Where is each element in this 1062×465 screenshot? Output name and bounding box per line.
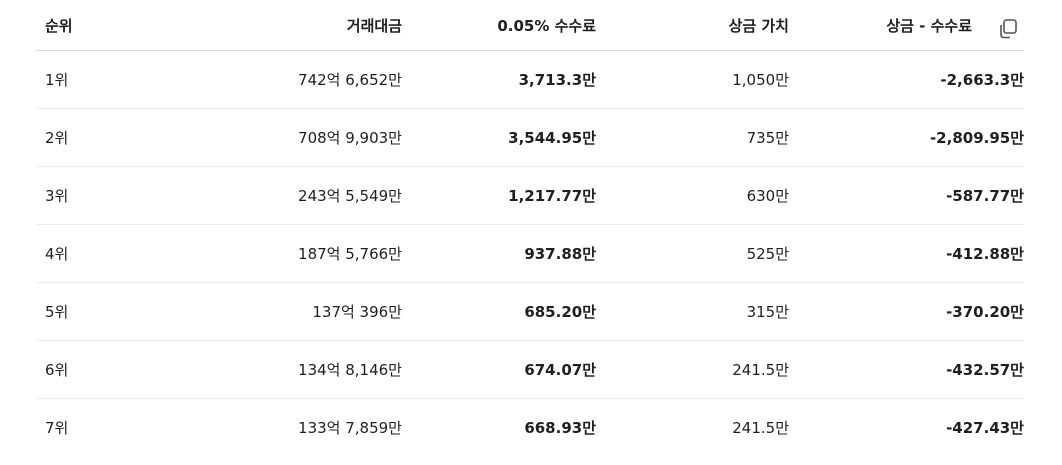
column-header: 상금 가치 <box>596 0 789 51</box>
table-cell: 2위 <box>36 108 116 167</box>
table-cell: 674.07만 <box>402 340 596 399</box>
table-cell: 5위 <box>36 282 116 341</box>
table-cell: 3,713.3만 <box>402 50 596 109</box>
table-cell: -2,663.3만 <box>789 50 1024 109</box>
column-header: 거래대금 <box>116 0 402 51</box>
table-row: 2위 708억 9,903만 3,544.95만 735만 -2,809.95만 <box>36 108 1024 167</box>
table-cell: 1,217.77만 <box>402 166 596 225</box>
table-cell: -432.57만 <box>789 340 1024 399</box>
table-cell: 241.5만 <box>732 419 789 437</box>
table-cell: 6위 <box>36 340 116 399</box>
header-row: 순위 거래대금 0.05% 수수료 상금 가치 상금 - 수수료 <box>36 0 1024 51</box>
table-cell: 187억 5,766만 <box>116 224 402 283</box>
table-container: 순위 거래대금 0.05% 수수료 상금 가치 상금 - 수수료 1위 742억 6,65… <box>36 0 1024 456</box>
table-cell: 630만 <box>596 166 789 225</box>
table-row: 4위 187억 5,766만 937.88만 525만 -412.88만 <box>36 224 1024 283</box>
table-row: 1위 742억 6,652만 3,713.3만 1,050만 -2,663.3만 <box>36 50 1024 109</box>
column-header: 상금 - 수수료 <box>789 0 1024 51</box>
table: 순위 거래대금 0.05% 수수료 상금 가치 상금 - 수수료 1위 742억 6,65… <box>36 0 1024 456</box>
table-cell: 133억 7,859만 <box>298 419 402 437</box>
column-header: 0.05% 수수료 <box>402 0 596 51</box>
table-cell: -2,809.95만 <box>789 108 1024 167</box>
table-cell: 134억 8,146만 <box>116 340 402 399</box>
table-row: 6위 134억 8,146만 674.07만 241.5만 -432.57만 <box>36 340 1024 399</box>
table-cell: 685.20만 <box>402 282 596 341</box>
column-header: 순위 <box>36 0 116 51</box>
table-cell: 241.5만 <box>596 340 789 399</box>
table-cell: 243억 5,549만 <box>116 166 402 225</box>
table-cell: 3위 <box>36 166 116 225</box>
table-cell: 4위 <box>36 224 116 283</box>
table-cell: 668.93만 <box>524 419 596 437</box>
table-cell: 525만 <box>596 224 789 283</box>
table-row: 5위 137억 396만 685.20만 315만 -370.20만 <box>36 282 1024 341</box>
table-cell: 735만 <box>596 108 789 167</box>
copy-button[interactable] <box>996 17 1020 41</box>
table-cell: 937.88만 <box>402 224 596 283</box>
table-body: 1위 742억 6,652만 3,713.3만 1,050만 -2,663.3만 2위 70… <box>36 50 1024 457</box>
table-row: 3위 243억 5,549만 1,217.77만 630만 -587.77만 <box>36 166 1024 225</box>
table-cell: -412.88만 <box>789 224 1024 283</box>
table-cell: 1,050만 <box>596 50 789 109</box>
table-row: 7위 133억 7,859만 668.93만 241.5만 -427.43만 <box>36 399 1024 457</box>
table-cell: 7위 <box>45 419 69 437</box>
table-cell: 742억 6,652만 <box>116 50 402 109</box>
table-cell: 1위 <box>36 50 116 109</box>
table-cell: -427.43만 <box>946 419 1024 437</box>
table-cell: -587.77만 <box>789 166 1024 225</box>
table-cell: 315만 <box>596 282 789 341</box>
table-cell: -370.20만 <box>789 282 1024 341</box>
table-cell: 137억 396만 <box>116 282 402 341</box>
table-cell: 708억 9,903만 <box>116 108 402 167</box>
table-cell: 3,544.95만 <box>402 108 596 167</box>
